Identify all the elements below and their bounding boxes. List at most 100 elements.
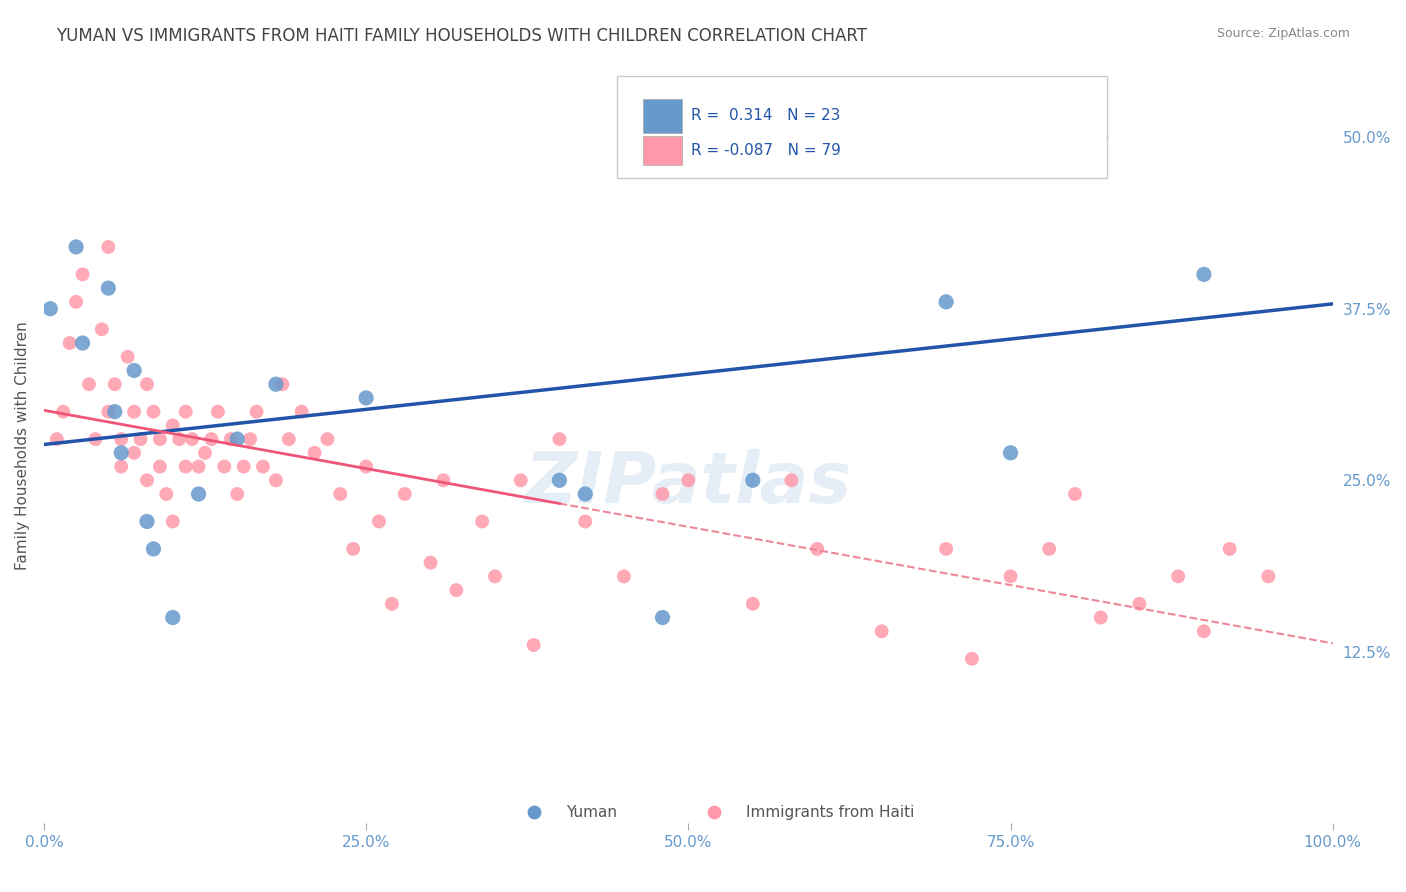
Point [870, 624, 893, 639]
Point [613, 569, 636, 583]
Point [651, 610, 673, 624]
Point [39, 816, 62, 830]
Point [1257, 569, 1279, 583]
Point [97, 240, 120, 254]
Point [136, 377, 159, 392]
Point [90, 322, 112, 336]
Point [1038, 541, 1060, 556]
Point [142, 405, 165, 419]
Point [446, 583, 468, 598]
Text: R =  0.314   N = 23: R = 0.314 N = 23 [690, 108, 841, 123]
Point [142, 541, 165, 556]
Point [181, 432, 204, 446]
Point [65, 294, 87, 309]
Point [214, 459, 236, 474]
Point [174, 405, 197, 419]
Text: YUMAN VS IMMIGRANTS FROM HAITI FAMILY HOUSEHOLDS WITH CHILDREN CORRELATION CHART: YUMAN VS IMMIGRANTS FROM HAITI FAMILY HO… [56, 27, 868, 45]
FancyBboxPatch shape [643, 99, 682, 133]
Point [651, 487, 673, 501]
Point [548, 473, 571, 487]
Point [194, 446, 217, 460]
Point [110, 446, 132, 460]
Point [329, 487, 352, 501]
Point [97, 405, 120, 419]
Point [65, 240, 87, 254]
Point [316, 432, 339, 446]
Point [122, 446, 145, 460]
Point [354, 459, 377, 474]
Point [136, 515, 159, 529]
Text: Yuman: Yuman [565, 805, 617, 820]
Point [187, 487, 209, 501]
Point [271, 377, 294, 392]
Point [232, 459, 254, 474]
Point [741, 473, 763, 487]
Point [548, 432, 571, 446]
Point [304, 446, 326, 460]
Point [122, 405, 145, 419]
Point [1064, 158, 1087, 172]
Text: ZIPatlas: ZIPatlas [524, 450, 852, 518]
Point [39, 301, 62, 316]
Point [432, 473, 454, 487]
Point [252, 459, 274, 474]
Point [394, 487, 416, 501]
Point [187, 459, 209, 474]
Point [200, 432, 222, 446]
Point [264, 377, 287, 392]
Point [381, 597, 404, 611]
Text: Source: ZipAtlas.com: Source: ZipAtlas.com [1216, 27, 1350, 40]
Point [264, 473, 287, 487]
Point [354, 391, 377, 405]
Point [806, 541, 828, 556]
Point [162, 418, 184, 433]
Point [104, 377, 127, 392]
Point [419, 556, 441, 570]
Point [960, 651, 983, 665]
Point [1000, 446, 1022, 460]
Point [167, 432, 190, 446]
Point [277, 432, 299, 446]
Point [523, 638, 546, 652]
FancyBboxPatch shape [643, 136, 682, 165]
Point [678, 473, 700, 487]
Point [149, 432, 172, 446]
Point [1064, 487, 1087, 501]
Point [72, 268, 94, 282]
Point [1167, 569, 1189, 583]
Point [59, 336, 82, 351]
Point [1219, 541, 1241, 556]
Point [1192, 268, 1215, 282]
Point [484, 569, 506, 583]
Point [574, 515, 596, 529]
FancyBboxPatch shape [617, 76, 1107, 178]
Point [38, 816, 60, 830]
Point [207, 405, 229, 419]
Point [471, 515, 494, 529]
Point [110, 432, 132, 446]
Point [935, 541, 957, 556]
Point [136, 473, 159, 487]
Point [110, 459, 132, 474]
Text: R = -0.087   N = 79: R = -0.087 N = 79 [690, 143, 841, 158]
Point [245, 405, 267, 419]
Point [104, 405, 127, 419]
Point [122, 363, 145, 377]
Point [117, 350, 139, 364]
Point [741, 597, 763, 611]
Point [291, 405, 314, 419]
Point [226, 432, 249, 446]
Point [342, 541, 364, 556]
Point [780, 473, 803, 487]
Point [149, 459, 172, 474]
Point [162, 515, 184, 529]
Point [77, 377, 100, 392]
Point [1000, 569, 1022, 583]
Point [129, 432, 152, 446]
Point [45, 432, 67, 446]
Point [174, 459, 197, 474]
Point [52, 405, 75, 419]
Point [1090, 610, 1112, 624]
Point [574, 487, 596, 501]
Point [1192, 624, 1215, 639]
